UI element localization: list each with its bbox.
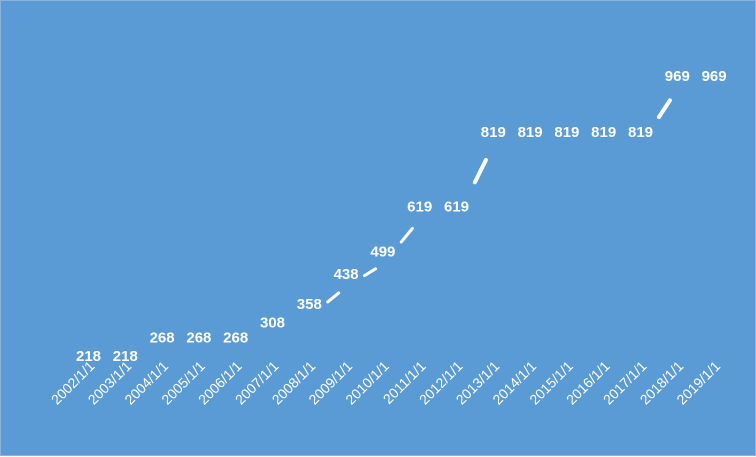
series-line-segments <box>326 98 672 304</box>
drop-lines <box>87 89 715 369</box>
data-label-2013/1/1: 819 <box>481 124 506 141</box>
x-axis-tick-labels: 2002/1/12003/1/12004/1/12005/1/12006/1/1… <box>48 358 724 408</box>
data-labels: 218 218 268 268 268 308 358 438 499 619 619 819 819 8… <box>76 68 727 365</box>
series-segment-2009/1/1 <box>363 267 378 278</box>
data-label-2014/1/1: 819 <box>518 124 543 141</box>
data-label-2017/1/1: 819 <box>628 124 653 141</box>
series-segment-2010/1/1 <box>399 227 414 244</box>
series-segment-2008/1/1 <box>326 291 341 304</box>
data-label-2011/1/1: 619 <box>407 199 432 216</box>
data-label-2009/1/1: 438 <box>334 266 359 283</box>
data-label-2016/1/1: 819 <box>591 124 616 141</box>
data-label-2006/1/1: 268 <box>223 329 248 346</box>
series-segment-2017/1/1 <box>656 98 672 120</box>
series-segment-2012/1/1 <box>472 157 488 185</box>
data-label-2003/1/1: 218 <box>113 348 138 365</box>
data-label-2005/1/1: 268 <box>186 329 211 346</box>
data-label-2004/1/1: 268 <box>150 329 175 346</box>
data-label-2012/1/1: 619 <box>444 199 469 216</box>
data-label-2008/1/1: 358 <box>297 296 322 313</box>
data-label-2010/1/1: 499 <box>370 243 395 260</box>
data-label-2007/1/1: 308 <box>260 314 285 331</box>
data-label-2018/1/1: 969 <box>665 68 690 85</box>
data-label-2015/1/1: 819 <box>554 124 579 141</box>
data-label-2019/1/1: 969 <box>702 68 727 85</box>
data-label-2002/1/1: 218 <box>76 348 101 365</box>
